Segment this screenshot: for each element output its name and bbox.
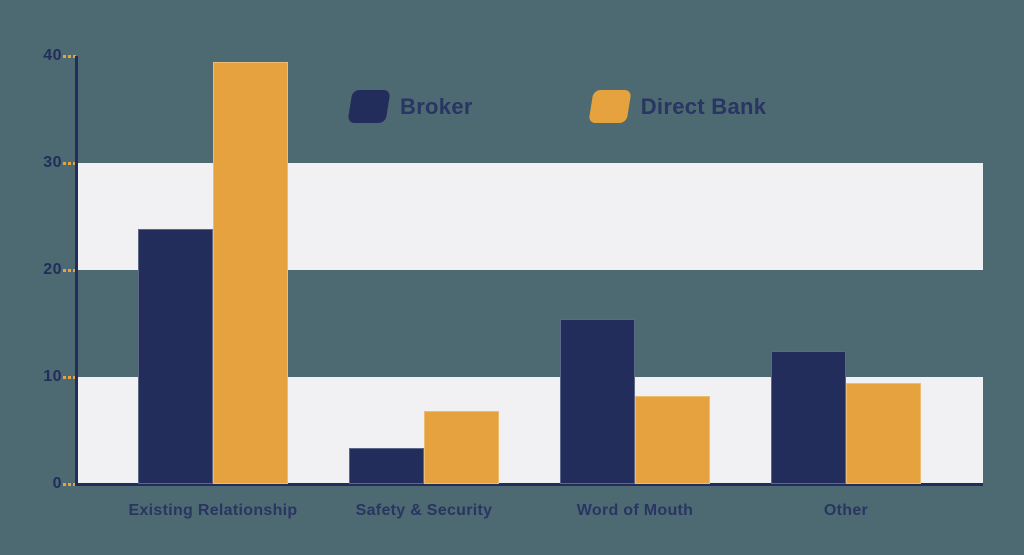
y-axis-label: 0: [52, 475, 62, 492]
y-axis-label: 30: [43, 154, 62, 171]
y-axis-tick: [63, 269, 77, 272]
legend: Broker Direct Bank: [347, 90, 767, 123]
y-axis-tick: [63, 162, 77, 165]
bar-direct-bank: [635, 396, 710, 484]
y-axis-label: 10: [43, 368, 62, 385]
y-axis-tick: [63, 55, 77, 58]
legend-item-direct-bank: Direct Bank: [588, 90, 767, 123]
bar-broker: [349, 448, 424, 484]
bar-broker: [138, 229, 213, 484]
bar-broker: [771, 351, 846, 484]
broker-legend-swatch: [347, 90, 391, 123]
y-axis-label: 20: [43, 261, 62, 278]
bar-direct-bank: [846, 383, 921, 484]
x-axis-category-label: Word of Mouth: [576, 502, 694, 519]
direct-bank-legend-swatch: [588, 90, 632, 123]
legend-item-broker: Broker: [347, 90, 473, 123]
y-axis-tick: [63, 376, 77, 379]
broker-legend-label: Broker: [400, 94, 473, 119]
x-axis-category-label: Other: [823, 502, 869, 519]
direct-bank-legend-label: Direct Bank: [640, 94, 767, 119]
y-axis-line: [75, 56, 78, 486]
y-axis-tick: [63, 483, 77, 486]
bar-direct-bank: [213, 62, 288, 484]
x-axis-category-label: Safety & Security: [355, 502, 493, 519]
y-axis-label: 40: [43, 47, 62, 64]
x-axis-line: [75, 483, 983, 486]
x-axis-category-label: Existing Relationship: [128, 502, 298, 519]
bar-direct-bank: [424, 411, 499, 484]
bar-broker: [560, 319, 635, 484]
